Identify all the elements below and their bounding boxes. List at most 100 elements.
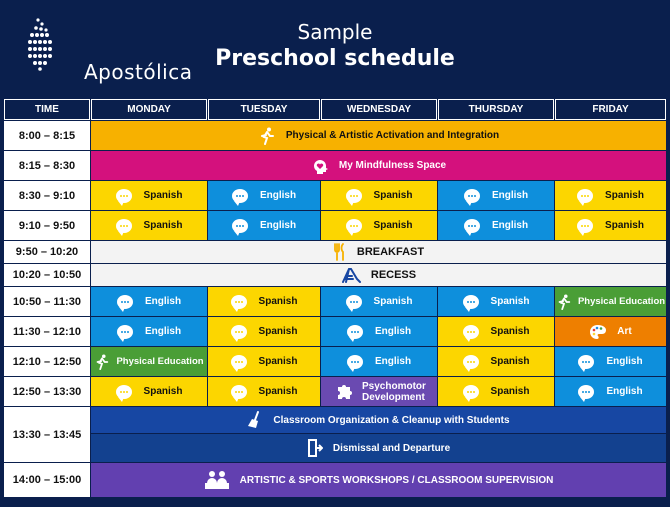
title-line2: Preschool schedule	[215, 46, 455, 71]
lesson-cell: English	[91, 317, 207, 346]
activity-workshops: ARTISTIC & SPORTS WORKSHOPS / CLASSROOM …	[91, 463, 666, 497]
time-slot: 13:30 – 13:45	[4, 407, 90, 462]
header-thursday: THURSDAY	[438, 99, 554, 120]
lesson-label: Spanish	[143, 190, 183, 201]
lesson-cell: Art	[555, 317, 666, 346]
time-slot: 12:10 – 12:50	[4, 347, 90, 376]
speech-bubble-icon	[462, 294, 479, 312]
lesson-label: English	[491, 190, 529, 201]
head-heart-icon	[311, 157, 329, 175]
lesson-cell: English	[555, 377, 666, 406]
lesson-label: English	[374, 326, 412, 337]
lesson-label: Spanish	[490, 386, 530, 397]
exit-door-icon	[307, 439, 323, 457]
lesson-cell: Spanish	[208, 317, 320, 346]
lesson-cell: English	[91, 287, 207, 316]
speech-bubble-icon	[346, 354, 363, 372]
time-slot: 10:20 – 10:50	[4, 264, 90, 286]
activity-label: BREAKFAST	[356, 246, 425, 258]
fork-knife-icon	[333, 243, 347, 261]
lesson-cell: English	[208, 211, 320, 240]
speech-bubble-icon	[230, 384, 247, 402]
lesson-cell: Spanish	[438, 377, 554, 406]
lesson-cell: Spanish	[321, 181, 437, 210]
lesson-cell: English	[321, 317, 437, 346]
activity-label: Physical & Artistic Activation and Integ…	[285, 130, 500, 141]
activity-label: ARTISTIC & SPORTS WORKSHOPS / CLASSROOM …	[239, 474, 554, 486]
speech-bubble-icon	[578, 354, 595, 372]
lesson-label: English	[374, 356, 412, 367]
page-title: Sample Preschool schedule	[200, 0, 470, 90]
lesson-label: Spanish	[258, 386, 298, 397]
lesson-cell: Spanish	[438, 317, 554, 346]
running-person-icon	[556, 293, 572, 310]
lesson-cell: Psychomotor Development	[321, 377, 437, 406]
lesson-cell: Spanish	[91, 211, 207, 240]
lesson-label: English	[606, 386, 643, 397]
speech-bubble-icon	[577, 188, 594, 206]
lesson-cell: Spanish	[91, 377, 207, 406]
lesson-label: Spanish	[373, 296, 413, 307]
lesson-cell: Spanish	[321, 287, 437, 316]
lesson-label: English	[259, 220, 297, 231]
lesson-cell: Spanish	[208, 377, 320, 406]
lesson-label: Spanish	[490, 296, 530, 307]
speech-bubble-icon	[115, 188, 132, 206]
activity-label: RECESS	[370, 269, 417, 281]
speech-bubble-icon	[463, 218, 480, 236]
speech-bubble-icon	[462, 354, 479, 372]
time-slot: 12:50 – 13:30	[4, 377, 90, 406]
lesson-cell: Spanish	[438, 347, 554, 376]
lesson-cell: English	[438, 181, 554, 210]
time-slot: 11:30 – 12:10	[4, 317, 90, 346]
time-slot: 8:15 – 8:30	[4, 151, 90, 180]
activity-cleanup: Classroom Organization & Cleanup with St…	[91, 407, 666, 433]
lesson-cell: Physical Education	[555, 287, 666, 316]
time-slot: 8:30 – 9:10	[4, 181, 90, 210]
broom-icon	[247, 411, 263, 429]
puzzle-icon	[336, 383, 354, 401]
lesson-cell: Spanish	[91, 181, 207, 210]
lesson-label: Spanish	[373, 220, 413, 231]
time-slot: 9:10 – 9:50	[4, 211, 90, 240]
speech-bubble-icon	[231, 188, 248, 206]
speech-bubble-icon	[115, 384, 132, 402]
title-line1: Sample	[297, 20, 373, 44]
speech-bubble-icon	[463, 188, 480, 206]
speech-bubble-icon	[345, 294, 362, 312]
activity-label: Classroom Organization & Cleanup with St…	[273, 414, 510, 426]
lesson-cell: Spanish	[555, 181, 666, 210]
time-slot: 10:50 – 11:30	[4, 287, 90, 316]
speech-bubble-icon	[577, 218, 594, 236]
speech-bubble-icon	[116, 294, 133, 312]
header-time: TIME	[4, 99, 90, 120]
activity-mindfulness: My Mindfulness Space	[91, 151, 666, 180]
lesson-label: Spanish	[605, 220, 644, 231]
speech-bubble-icon	[346, 324, 363, 342]
speech-bubble-icon	[116, 324, 133, 342]
speech-bubble-icon	[578, 384, 595, 402]
running-person-icon	[258, 127, 276, 145]
apostolica-dot-logo-icon	[28, 18, 52, 71]
lesson-label: Spanish	[258, 326, 298, 337]
header-friday: FRIDAY	[555, 99, 666, 120]
activity-label: My Mindfulness Space	[338, 160, 447, 171]
lesson-cell: Spanish	[555, 211, 666, 240]
time-slot: 8:00 – 8:15	[4, 121, 90, 150]
speech-bubble-icon	[230, 354, 247, 372]
lesson-label: Spanish	[258, 296, 298, 307]
speech-bubble-icon	[345, 218, 362, 236]
lesson-cell: Spanish	[208, 287, 320, 316]
header-tuesday: TUESDAY	[208, 99, 320, 120]
speech-bubble-icon	[230, 324, 247, 342]
lesson-label: English	[491, 220, 529, 231]
activity-activation: Physical & Artistic Activation and Integ…	[91, 121, 666, 150]
lesson-label: Art	[617, 326, 632, 337]
speech-bubble-icon	[345, 188, 362, 206]
lesson-label: English	[144, 296, 182, 307]
lesson-label: Spanish	[490, 356, 530, 367]
activity-breakfast: BREAKFAST	[91, 241, 666, 263]
speech-bubble-icon	[462, 384, 479, 402]
lesson-label: English	[606, 356, 643, 367]
lesson-cell: English	[555, 347, 666, 376]
